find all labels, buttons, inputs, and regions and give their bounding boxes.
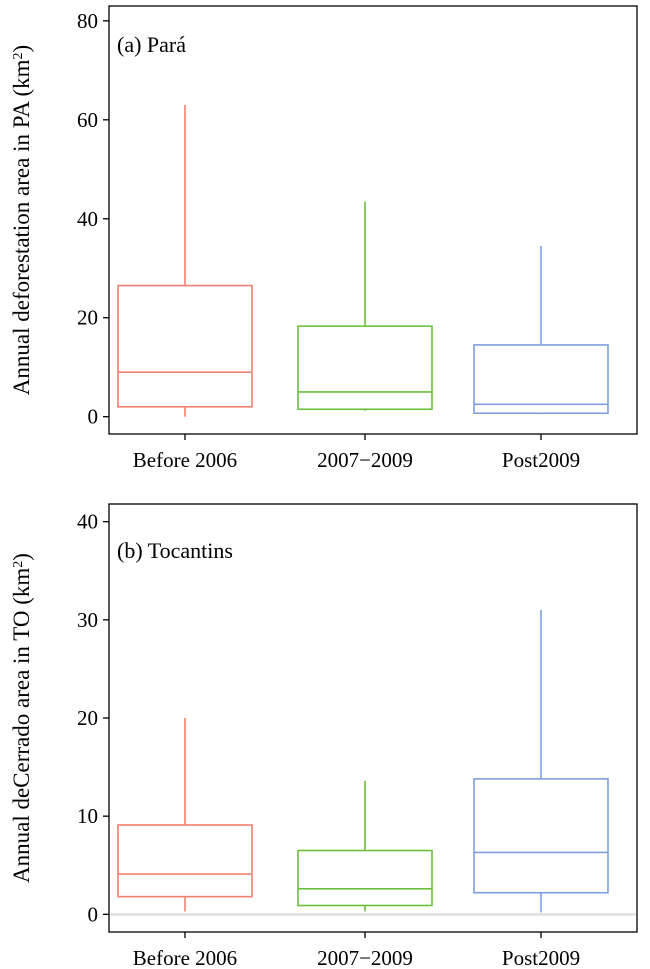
box-2 [297, 780, 433, 912]
box-body [473, 344, 609, 415]
x-tick-label: Post2009 [502, 946, 580, 969]
panel-b: 0 10 20 30 40 Before 2006 2007−2009 Post2009 (b)… [9, 503, 638, 969]
box-body [473, 778, 609, 894]
panel-label: (a) Pará [117, 32, 186, 57]
y-tick-label: 20 [77, 306, 98, 330]
x-tick-label: 2007−2009 [317, 946, 413, 969]
y-tick-label: 40 [77, 510, 98, 534]
box-1 [117, 718, 253, 912]
y-axis-label: Annual deforestation area in PA (km2) [9, 45, 34, 395]
panel-a: 0 20 40 60 80 Before 2006 2007−2009 Post2009 (a)… [9, 5, 638, 472]
box-1 [117, 104, 253, 417]
box-body [297, 325, 433, 411]
y-tick-label: 0 [88, 902, 99, 926]
y-tick-label: 10 [77, 804, 98, 828]
box-body [117, 284, 253, 408]
box-body [117, 824, 253, 898]
box-body [297, 849, 433, 907]
y-tick-label: 30 [77, 608, 98, 632]
box-3 [473, 245, 609, 415]
x-tick-label: Post2009 [502, 448, 580, 472]
plot-frame [108, 5, 638, 435]
y-tick-label: 80 [77, 9, 98, 33]
y-axis-label: Annual deCerrado area in TO (km2) [9, 553, 34, 883]
box-2 [297, 201, 433, 411]
y-tick-label: 0 [88, 405, 99, 429]
y-tick-label: 40 [77, 207, 98, 231]
x-tick-label: Before 2006 [133, 448, 237, 472]
x-tick-label: 2007−2009 [317, 448, 413, 472]
x-tick-label: Before 2006 [133, 946, 237, 969]
box-3 [473, 610, 609, 913]
panel-label: (b) Tocantins [117, 538, 233, 563]
y-tick-label: 60 [77, 108, 98, 132]
y-tick-label: 20 [77, 706, 98, 730]
